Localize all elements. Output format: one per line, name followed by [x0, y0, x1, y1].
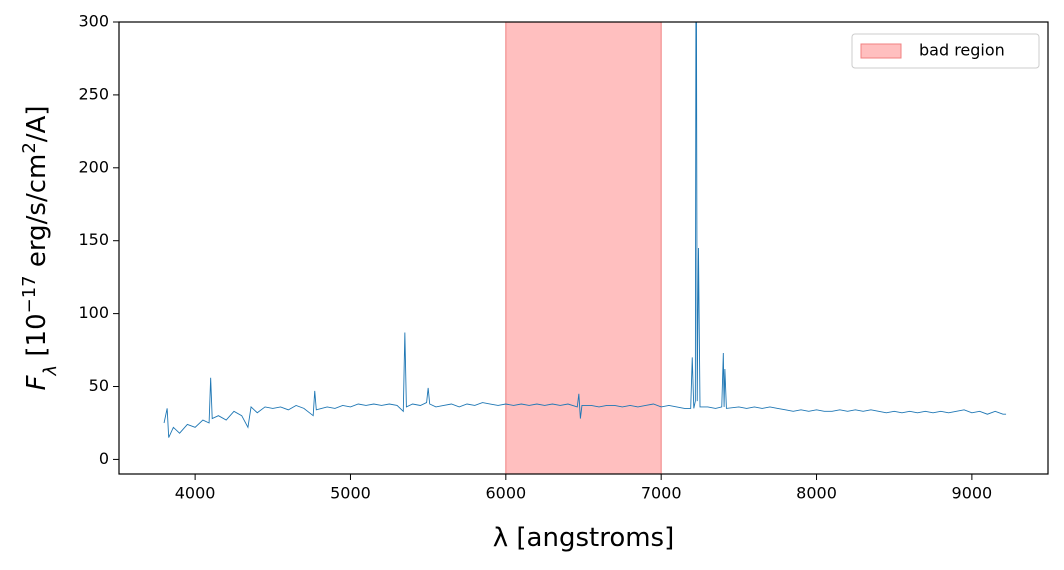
x-tick-label: 6000 — [485, 484, 526, 503]
y-label-part: [10 — [22, 313, 52, 365]
y-axis-label: Fλ [10−17 erg/s/cm2/A] — [19, 106, 61, 391]
legend-box — [851, 33, 1040, 69]
y-tick-label: 250 — [78, 84, 109, 103]
legend-label: bad region — [919, 41, 1005, 60]
spectrum-line — [163, 22, 1007, 438]
y-tick-label: 100 — [78, 303, 109, 322]
x-axis-label: λ [angstroms] — [493, 523, 675, 553]
y-label-part: −17 — [19, 275, 40, 313]
y-tick-label: 200 — [78, 157, 109, 176]
x-tick-label: 9000 — [952, 484, 993, 503]
y-label-part: erg/s/cm — [22, 154, 52, 276]
y-label-part: /A] — [22, 106, 52, 143]
y-label-part: F — [22, 374, 52, 390]
legend: bad region — [851, 33, 1040, 69]
x-tick-label: 7000 — [641, 484, 682, 503]
y-label-part: λ — [40, 365, 61, 377]
y-tick-label: 150 — [78, 230, 109, 249]
y-tick-label: 50 — [89, 376, 109, 395]
y-label-part: 2 — [19, 142, 40, 153]
axes-frame — [118, 21, 1049, 475]
plot-area — [163, 21, 1007, 475]
x-tick-label: 5000 — [330, 484, 371, 503]
legend-swatch — [860, 43, 902, 59]
x-tick-label: 4000 — [175, 484, 216, 503]
y-tick-label: 300 — [78, 12, 109, 31]
shaded-span — [505, 21, 662, 475]
y-tick-label: 0 — [99, 449, 109, 468]
x-tick-label: 8000 — [796, 484, 837, 503]
